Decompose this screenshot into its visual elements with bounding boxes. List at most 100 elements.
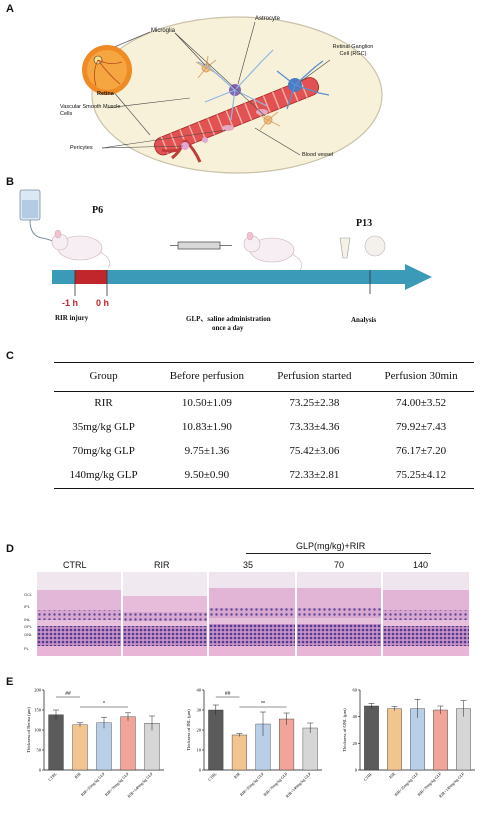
header-started: Perfusion started: [260, 362, 369, 392]
panel-label-c: C: [6, 350, 14, 362]
bar: [302, 727, 318, 771]
mouse-treatment: [243, 231, 303, 271]
col-label-35: 35: [243, 560, 254, 570]
y-tick-label: 20: [353, 741, 358, 746]
table-row: 35mg/kg GLP 10.83±1.90 73.33±4.36 79.92±…: [54, 416, 474, 440]
panel-label-b: B: [6, 176, 14, 188]
y-tick-label: 100: [34, 728, 42, 733]
y-tick-label: 10: [197, 748, 202, 753]
label-pericytes: Pericytes: [70, 145, 93, 151]
label-retina: Retina: [97, 91, 114, 97]
layer-label-onl: ONL: [24, 632, 33, 637]
table-row: 70mg/kg GLP 9.75±1.36 75.42±3.06 76.17±7…: [54, 440, 474, 464]
bar: [72, 724, 88, 771]
bar: [48, 714, 64, 771]
x-tick-label: RIR+140mg/kg GLP: [285, 771, 313, 799]
x-tick-label: RIR+35mg/kg GLP: [239, 771, 266, 798]
label-rir-injury: RIR injury: [55, 314, 89, 322]
y-tick-label: 60: [353, 688, 358, 693]
header-30min: Perfusion 30min: [368, 362, 474, 392]
label-analysis: Analysis: [351, 316, 377, 324]
table-cell: 76.17±7.20: [396, 445, 447, 457]
bar: [208, 709, 224, 771]
bar: [364, 705, 379, 771]
y-tick-label: 30: [197, 708, 202, 713]
table-cell: 75.25±4.12: [368, 464, 474, 489]
y-axis-label: Thickness of ONL (μm): [342, 708, 347, 752]
x-tick-label: RIR+70mg/kg GLP: [262, 771, 289, 798]
bar: [96, 722, 112, 771]
table-header-row: Group Before perfusion Perfusion started…: [54, 362, 474, 392]
label-p13: P13: [356, 218, 373, 229]
panel-label-d: D: [6, 543, 14, 555]
pericyte-cells: [222, 109, 268, 131]
table-cell: 140mg/kg GLP: [54, 464, 154, 489]
col-label-rir: RIR: [154, 560, 170, 570]
astrocyte-cell: [197, 49, 274, 121]
timeline-bar: [52, 270, 407, 284]
header-group: Group: [54, 362, 154, 392]
y-tick-label: 150: [34, 708, 42, 713]
x-tick-label: CTRL: [207, 771, 218, 782]
x-tick-label: RIR+35mg/kg GLP: [80, 771, 107, 798]
timeline-diagram: [19, 189, 432, 296]
sig-label: **: [261, 701, 265, 707]
table-cell: 79.92±7.43: [396, 421, 447, 433]
y-tick-label: 50: [37, 748, 42, 753]
panel-label-a: A: [6, 3, 14, 15]
syringe: [170, 241, 232, 250]
table-cell: 75.42±3.06: [289, 445, 340, 457]
table-cell: 73.25±2.38: [289, 397, 340, 409]
x-tick-label: RIR+70mg/kg GLP: [104, 771, 131, 798]
label-blood-vessel: Blood vessel: [302, 152, 334, 158]
bar-charts: 0 50 100 150 200 Thickness of Retina (μm) CTRL…: [26, 688, 475, 799]
layer-label-ipl: IPL: [24, 604, 31, 609]
y-tick-label: 0: [199, 768, 202, 773]
y-tick-label: 20: [197, 728, 202, 733]
rgc-cell: [276, 60, 330, 110]
label-microglia: Microglia: [151, 28, 176, 34]
label-vsmc: Vascular Smooth Muscle Cells: [60, 104, 121, 117]
table-cell: 9.75±1.36: [184, 445, 230, 457]
table-cell: 73.33±4.36: [289, 421, 340, 433]
histology-image: [37, 572, 469, 656]
x-tick-label: RIR+140mg/kg GLP: [126, 771, 154, 799]
layer-label-gcl: GCL: [24, 592, 33, 597]
table-cell: 72.33±2.81: [260, 464, 369, 489]
y-tick-label: 200: [34, 688, 42, 693]
col-label-140: 140: [413, 560, 429, 570]
cell-diagram: [82, 16, 383, 174]
x-tick-label: RIR: [388, 771, 396, 779]
label-minus1h: -1 h: [62, 298, 79, 308]
glp-group-header: GLP(mg/kg)+RIR: [296, 541, 366, 551]
y-tick-label: 40: [353, 714, 358, 719]
histology-panel: [383, 572, 469, 656]
microglia-cells: [195, 55, 281, 131]
panel-label-e: E: [6, 676, 14, 688]
x-tick-label: RIR: [233, 771, 241, 779]
table-cell: RIR: [94, 397, 113, 409]
table-cell: 9.50±0.90: [153, 464, 261, 489]
layer-label-opl: OPL: [24, 624, 33, 629]
sig-label: ##: [225, 691, 231, 697]
sig-label: *: [103, 701, 105, 707]
bar: [279, 718, 295, 771]
y-axis-label: Thickness of Retina (μm): [26, 706, 31, 753]
label-rgc: Retinal Ganglion Cell (RGC): [332, 44, 374, 57]
histology-strip: [37, 572, 469, 656]
table-cell: 35mg/kg GLP: [72, 421, 135, 433]
label-zero-h: 0 h: [96, 298, 110, 308]
table-cell: 10.50±1.09: [181, 397, 232, 409]
label-p6: P6: [92, 205, 104, 216]
histology-panel: [209, 572, 295, 656]
label-glp-admin: GLP、saline administration: [186, 315, 271, 323]
col-label-70: 70: [334, 560, 345, 570]
y-tick-label: 40: [197, 688, 202, 693]
bar: [456, 708, 471, 771]
histology-panel: [37, 572, 121, 656]
blood-vessel: [154, 77, 320, 156]
perfusion-table: Group Before perfusion Perfusion started…: [54, 362, 474, 489]
sig-label: ##: [65, 691, 71, 697]
x-tick-label: RIR: [73, 771, 81, 779]
label-astrocyte: Astrocyte: [255, 16, 281, 22]
